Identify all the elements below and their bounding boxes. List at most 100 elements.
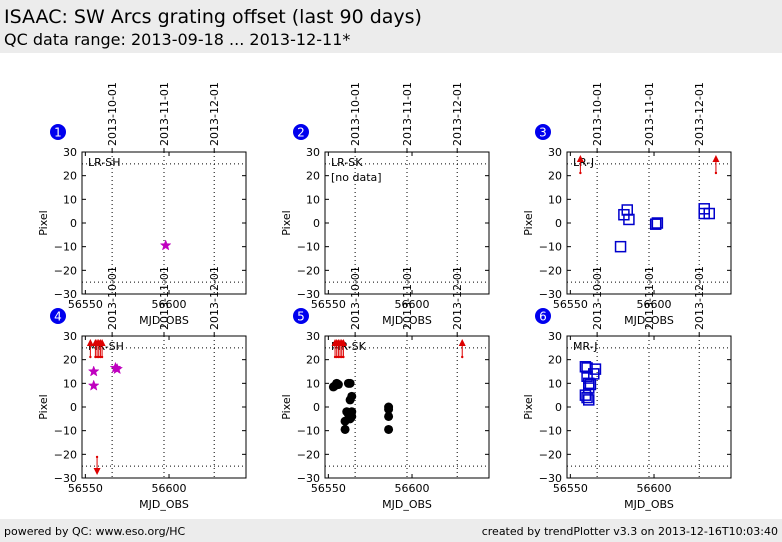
y-axis-label: Pixel (280, 394, 293, 419)
data-point-square (581, 362, 593, 374)
date-tick-label: 2013-12-01 (451, 266, 464, 330)
date-tick-label: 2013-10-01 (106, 82, 119, 146)
x-tick-label: 56550 (311, 482, 346, 495)
y-tick-label: 0 (313, 217, 320, 230)
y-tick-label: −30 (54, 472, 77, 485)
panel-number: 6 (539, 310, 547, 324)
data-point-circle (340, 424, 350, 434)
arrow-base (97, 355, 100, 359)
y-axis-label: Pixel (37, 394, 50, 419)
x-axis-label: MJD_OBS (139, 314, 189, 327)
data-series (328, 339, 466, 434)
y-tick-label: −30 (539, 472, 562, 485)
x-tick-label: 56600 (637, 482, 672, 495)
panel-label: LR-SH (88, 156, 121, 169)
date-tick-label: 2013-12-01 (693, 82, 706, 146)
x-tick-label: 56600 (395, 298, 430, 311)
plot-frame (81, 335, 247, 479)
y-tick-label: 10 (548, 193, 562, 206)
panel-2: −30 −20 −10 0 10 20 30 56550 56600 2013-10-01 2013… (280, 82, 490, 327)
panel-number-badge (293, 308, 309, 324)
panel-number-badge (293, 124, 309, 140)
date-tick-label: 2013-12-01 (451, 82, 464, 146)
data-point-star (87, 379, 100, 391)
data-series (159, 239, 172, 251)
panel-number: 4 (54, 310, 62, 324)
panel-1: −30 −20 −10 0 10 20 30 56550 56600 2013-10-01 2013… (37, 82, 247, 327)
y-tick-label: 30 (63, 330, 77, 343)
page-subtitle: QC data range: 2013-09-18 ... 2013-12-11… (4, 30, 351, 49)
y-tick-label: 30 (306, 146, 320, 159)
panel-number: 1 (54, 126, 62, 140)
data-point-square (623, 213, 635, 226)
panel-5: −30 −20 −10 0 10 20 30 56550 56600 2013-10-01 2013… (280, 266, 490, 511)
date-tick-label: 2013-11-01 (158, 266, 171, 330)
y-tick-label: 30 (548, 146, 562, 159)
y-tick-label: −10 (54, 425, 77, 438)
y-tick-label: −10 (297, 241, 320, 254)
arrow-base (340, 355, 343, 359)
plot-frame (566, 335, 732, 479)
x-tick-label: 56550 (68, 298, 103, 311)
arrow-head-up (339, 339, 347, 346)
arrow-base (335, 355, 338, 359)
x-axis-label: MJD_OBS (382, 314, 432, 327)
data-point-circle (333, 380, 343, 390)
y-tick-label: 20 (306, 170, 320, 183)
header-bar: ISAAC: SW Arcs grating offset (last 90 d… (0, 0, 782, 53)
data-point-circle (384, 424, 394, 434)
arrow-base (579, 171, 582, 175)
y-tick-label: 0 (555, 217, 562, 230)
plot-frame (324, 151, 490, 295)
y-tick-label: −20 (54, 264, 77, 277)
arrow-head-up (712, 155, 720, 162)
x-axis-label: MJD_OBS (624, 314, 674, 327)
y-tick-label: −30 (54, 288, 77, 301)
data-series (86, 339, 124, 475)
y-tick-label: 20 (548, 354, 562, 367)
y-tick-label: −10 (54, 241, 77, 254)
x-tick-label: 56550 (311, 298, 346, 311)
arrow-base (95, 455, 99, 459)
data-point-square (649, 218, 662, 230)
date-tick-label: 2013-10-01 (591, 82, 604, 146)
data-series (579, 361, 602, 406)
arrow-base (714, 171, 718, 175)
panel-number: 2 (297, 126, 305, 140)
x-tick-label: 56550 (553, 482, 588, 495)
arrow-base (89, 355, 92, 359)
y-tick-label: 30 (548, 330, 562, 343)
data-point-square (651, 217, 664, 229)
arrow-head-up (458, 339, 466, 346)
arrow-base (337, 355, 340, 359)
date-tick-label: 2013-11-01 (158, 82, 171, 146)
date-tick-label: 2013-10-01 (349, 266, 362, 330)
data-point-square (614, 240, 627, 253)
arrow-base (95, 355, 99, 359)
data-point-circle (384, 411, 394, 421)
data-point-square (581, 391, 593, 404)
panel-label: LR-SK (331, 156, 363, 169)
y-tick-label: 0 (555, 401, 562, 414)
data-point-square (581, 370, 593, 382)
y-tick-label: 10 (63, 377, 77, 390)
arrow-base (99, 355, 102, 359)
y-tick-label: 30 (63, 146, 77, 159)
y-tick-label: 10 (306, 193, 320, 206)
panel-6: −30 −20 −10 0 10 20 30 56550 56600 2013-10-01 2013… (522, 266, 732, 511)
panel-label: MR-J (573, 340, 598, 353)
panel-label: MR-SH (88, 340, 124, 353)
arrow-base (338, 355, 342, 359)
y-axis-label: Pixel (37, 210, 50, 235)
y-tick-label: −30 (539, 288, 562, 301)
y-tick-label: −20 (54, 448, 77, 461)
y-tick-label: 0 (70, 401, 77, 414)
date-tick-label: 2013-12-01 (693, 266, 706, 330)
y-tick-label: 20 (548, 170, 562, 183)
y-tick-label: −20 (539, 264, 562, 277)
panel-number: 3 (539, 126, 547, 140)
y-tick-label: −10 (539, 425, 562, 438)
data-point-circle (347, 391, 357, 401)
panel-4: −30 −20 −10 0 10 20 30 56550 56600 2013-10-01 2013… (37, 266, 247, 511)
panel-number-badge (50, 124, 66, 140)
